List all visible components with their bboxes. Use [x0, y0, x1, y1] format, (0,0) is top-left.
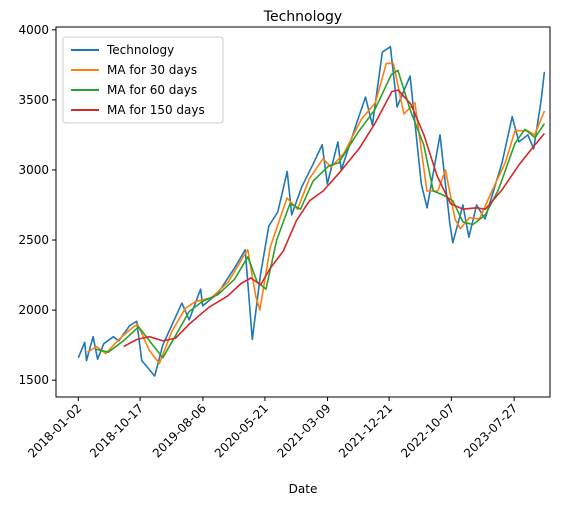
x-tick-label: 2023-07-27 [461, 401, 520, 460]
legend-label: MA for 60 days [107, 83, 197, 97]
y-tick-label: 2000 [18, 303, 49, 317]
x-tick-label: 2021-12-21 [336, 401, 395, 460]
y-tick-label: 2500 [18, 233, 49, 247]
x-axis-label: Date [289, 482, 318, 496]
x-tick-label: 2018-01-02 [25, 401, 84, 460]
x-tick-label: 2021-03-09 [274, 401, 333, 460]
legend-label: Technology [106, 43, 174, 57]
y-tick-label: 3500 [18, 93, 49, 107]
legend-label: MA for 150 days [107, 103, 205, 117]
series-line-1 [77, 45, 546, 377]
x-tick-label: 2022-10-07 [398, 401, 457, 460]
series-layer [77, 45, 546, 377]
x-tick-label: 2019-08-06 [150, 401, 209, 460]
y-axis: 1500 2000 2500 3000 3500 4000 [18, 23, 56, 387]
y-tick-label: 4000 [18, 23, 49, 37]
x-tick-label: 2020-05-21 [212, 401, 271, 460]
series-line-4 [123, 89, 546, 348]
legend: Technology MA for 30 days MA for 60 days MA… [62, 36, 224, 124]
x-axis: 2018-01-02 2018-10-17 2019-08-06 2020-05-21… [25, 397, 520, 460]
y-tick-label: 1500 [18, 373, 49, 387]
series-line-3 [96, 69, 546, 359]
x-tick-label: 2018-10-17 [87, 401, 146, 460]
y-tick-label: 3000 [18, 163, 49, 177]
series-line-2 [87, 62, 546, 365]
legend-box [62, 36, 224, 124]
plot-frame [55, 26, 551, 398]
chart-title: Technology [263, 9, 342, 25]
legend-label: MA for 30 days [107, 63, 197, 77]
